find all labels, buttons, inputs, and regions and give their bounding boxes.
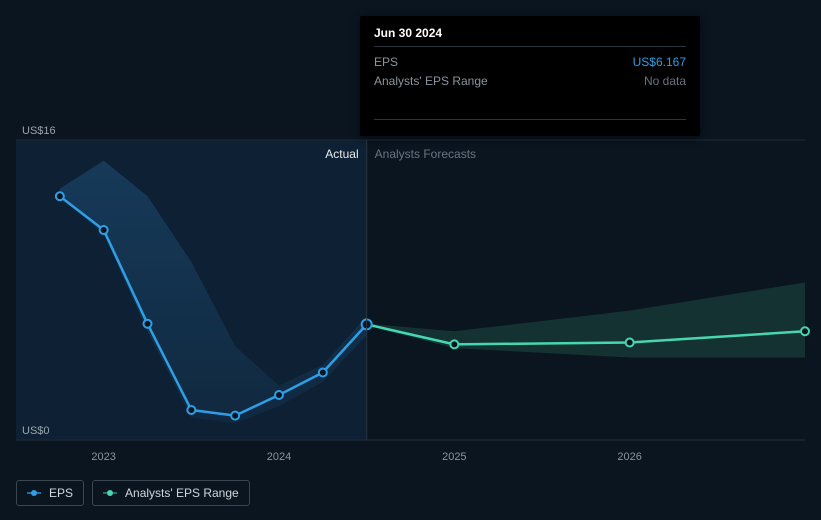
eps-marker[interactable] bbox=[275, 391, 283, 399]
eps-marker[interactable] bbox=[626, 339, 634, 347]
eps-marker[interactable] bbox=[144, 320, 152, 328]
legend-label: Analysts' EPS Range bbox=[125, 486, 239, 500]
tooltip-row: Analysts' EPS Range No data bbox=[374, 72, 686, 91]
tooltip-divider bbox=[374, 46, 686, 47]
eps-marker[interactable] bbox=[450, 340, 458, 348]
x-axis-label: 2025 bbox=[442, 451, 466, 463]
region-label-forecast: Analysts Forecasts bbox=[375, 147, 476, 161]
tooltip-date: Jun 30 2024 bbox=[374, 26, 686, 40]
region-label-actual: Actual bbox=[325, 147, 358, 161]
eps-marker[interactable] bbox=[100, 226, 108, 234]
chart-tooltip: Jun 30 2024 EPSUS$6.167Analysts' EPS Ran… bbox=[360, 16, 700, 136]
y-axis-label: US$16 bbox=[22, 125, 56, 137]
tooltip-divider bbox=[374, 119, 686, 120]
tooltip-row-value: US$6.167 bbox=[633, 53, 686, 72]
tooltip-row-value: No data bbox=[644, 72, 686, 91]
legend-label: EPS bbox=[49, 486, 73, 500]
eps-marker[interactable] bbox=[801, 327, 809, 335]
y-axis-label: US$0 bbox=[22, 425, 50, 437]
eps-marker[interactable] bbox=[231, 412, 239, 420]
legend-item[interactable]: Analysts' EPS Range bbox=[92, 480, 250, 506]
x-axis-label: 2026 bbox=[617, 451, 641, 463]
chart-legend: EPS Analysts' EPS Range bbox=[16, 480, 250, 506]
legend-swatch bbox=[27, 489, 41, 497]
eps-forecast-chart: { "chart": { "type": "line", "background… bbox=[0, 0, 821, 520]
x-axis-label: 2023 bbox=[91, 451, 115, 463]
eps-marker[interactable] bbox=[187, 406, 195, 414]
eps-marker[interactable] bbox=[56, 192, 64, 200]
x-axis-label: 2024 bbox=[267, 451, 291, 463]
tooltip-row-label: Analysts' EPS Range bbox=[374, 72, 488, 91]
tooltip-row: EPS US$6.167 bbox=[374, 53, 686, 72]
legend-item[interactable]: EPS bbox=[16, 480, 84, 506]
legend-swatch bbox=[103, 489, 117, 497]
eps-marker[interactable] bbox=[319, 369, 327, 377]
tooltip-row-label: EPS bbox=[374, 53, 398, 72]
